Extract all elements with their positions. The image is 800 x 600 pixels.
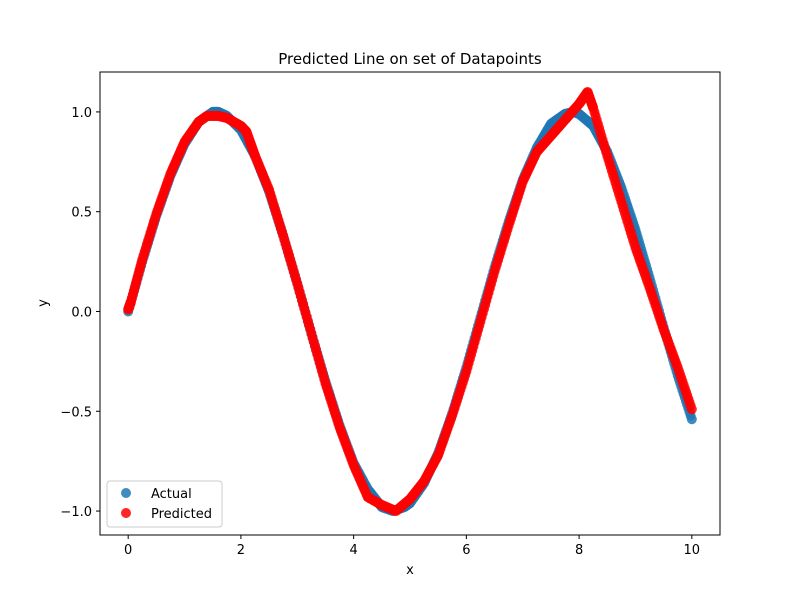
y-tick-label: 0.5 [71, 206, 92, 221]
data-point [686, 404, 697, 415]
legend-label-predicted: Predicted [151, 507, 212, 522]
y-tick-label: −1.0 [60, 505, 92, 520]
legend-marker-actual [121, 488, 131, 498]
y-axis-label: y [36, 299, 51, 307]
legend-box [106, 480, 223, 528]
x-tick-label: 10 [684, 543, 701, 558]
x-tick-label: 0 [124, 543, 132, 558]
y-tick-label: 1.0 [71, 106, 92, 121]
y-tick-label: −0.5 [60, 405, 92, 420]
plot-frame [99, 71, 721, 536]
x-ticks: 0 2 4 6 8 10 [124, 535, 700, 558]
x-tick-label: 6 [462, 543, 470, 558]
points-layer [123, 86, 697, 517]
y-ticks: −1.0 −0.5 0.0 0.5 1.0 [60, 106, 100, 520]
x-tick-label: 8 [575, 543, 583, 558]
legend-marker-predicted [121, 508, 131, 518]
y-tick-label: 0.0 [71, 305, 92, 320]
x-tick-label: 4 [349, 543, 357, 558]
data-point [686, 414, 697, 425]
x-tick-label: 2 [237, 543, 245, 558]
legend: Actual Predicted [106, 480, 223, 528]
legend-label-actual: Actual [151, 487, 192, 502]
series-predicted [123, 86, 697, 517]
x-axis-label: x [406, 563, 414, 578]
chart-title: Predicted Line on set of Datapoints [278, 50, 542, 68]
